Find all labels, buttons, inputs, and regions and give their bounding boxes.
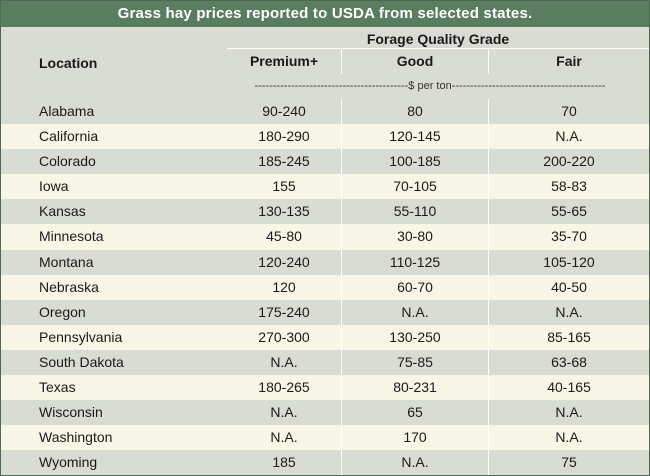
fair-cell: 63-68: [551, 353, 587, 370]
fair-cell: 105-120: [543, 253, 595, 270]
location-cell: California: [39, 128, 99, 145]
table-row: Nebraska 120 60-70 40-50: [1, 274, 649, 300]
premium-cell: 90-240: [262, 103, 306, 119]
table-row: Oregon 175-240 N.A. N.A.: [1, 299, 649, 325]
location-cell: Wyoming: [39, 454, 98, 471]
forage-quality-grade-header: Forage Quality Grade: [366, 31, 510, 47]
fair-cell: N.A.: [555, 404, 583, 421]
location-cell: Kansas: [39, 203, 86, 220]
premium-cell: N.A.: [270, 353, 298, 370]
fair-cell: 200-220: [543, 153, 595, 170]
fair-cell: N.A.: [555, 128, 583, 145]
fair-cell: N.A.: [555, 303, 583, 320]
good-column-header: Good: [396, 53, 434, 69]
premium-cell: 175-240: [258, 303, 310, 320]
table-body: Alabama 90-240 80 70 California 180-290 120-14…: [1, 99, 649, 475]
column-divider: [341, 99, 342, 475]
fair-cell: 85-165: [547, 328, 591, 345]
good-cell: 60-70: [397, 278, 433, 295]
good-cell: 80: [407, 103, 423, 119]
table-row: Colorado 185-245 100-185 200-220: [1, 149, 649, 175]
premium-cell: 120: [272, 278, 296, 295]
fair-cell: 70: [561, 103, 577, 119]
good-cell: 130-250: [389, 328, 441, 345]
table-header: [1, 27, 649, 100]
table-row: Wyoming 185 N.A. 75: [1, 450, 649, 475]
location-cell: Montana: [39, 253, 94, 270]
good-cell: N.A.: [401, 454, 429, 471]
fair-cell: 55-65: [551, 203, 587, 220]
location-cell: Nebraska: [39, 278, 99, 295]
good-cell: 65: [407, 404, 423, 421]
premium-cell: 270-300: [258, 328, 310, 345]
column-divider: [341, 48, 342, 74]
table-row: Minnesota 45-80 30-80 35-70: [1, 224, 649, 250]
table-row: Texas 180-265 80-231 40-165: [1, 375, 649, 401]
good-cell: 70-105: [393, 178, 437, 195]
table-row: Kansas 130-135 55-110 55-65: [1, 199, 649, 225]
premium-cell: N.A.: [270, 429, 298, 446]
location-cell: Pennsylvania: [39, 328, 123, 345]
premium-cell: 180-265: [258, 379, 310, 396]
premium-cell: N.A.: [270, 404, 298, 421]
table-row: California 180-290 120-145 N.A.: [1, 124, 649, 150]
fair-cell: 58-83: [551, 178, 587, 195]
location-cell: Alabama: [39, 103, 95, 119]
table-row: Wisconsin N.A. 65 N.A.: [1, 400, 649, 426]
location-cell: Iowa: [39, 178, 69, 195]
good-cell: 120-145: [389, 128, 441, 145]
fair-cell: N.A.: [555, 429, 583, 446]
column-divider: [488, 99, 489, 475]
location-cell: Minnesota: [39, 228, 104, 245]
unit-row: ----------------------------------------…: [1, 74, 649, 98]
fair-cell: 40-165: [547, 379, 591, 396]
premium-cell: 155: [272, 178, 296, 195]
premium-cell: 120-240: [258, 253, 310, 270]
column-divider: [488, 48, 489, 74]
good-cell: 55-110: [393, 203, 437, 220]
premium-cell: 180-290: [258, 128, 310, 145]
fair-cell: 75: [561, 454, 577, 471]
location-column-header: Location: [39, 55, 98, 71]
location-cell: Washington: [39, 429, 113, 446]
premium-cell: 45-80: [266, 228, 302, 245]
good-cell: 100-185: [389, 153, 441, 170]
table-row: Montana 120-240 110-125 105-120: [1, 249, 649, 275]
premium-column-header: Premium+: [249, 53, 319, 69]
good-cell: 80-231: [393, 379, 437, 396]
location-cell: Colorado: [39, 153, 96, 170]
location-cell: Wisconsin: [39, 404, 103, 421]
table-row: Pennsylvania 270-300 130-250 85-165: [1, 324, 649, 350]
fair-column-header: Fair: [556, 53, 582, 69]
location-cell: Oregon: [39, 303, 86, 320]
unit-label: ----------------------------------------…: [254, 80, 606, 92]
good-cell: 110-125: [389, 253, 441, 270]
fair-cell: 40-50: [551, 278, 587, 295]
good-cell: N.A.: [401, 303, 429, 320]
table-row: South Dakota N.A. 75-85 63-68: [1, 349, 649, 376]
location-cell: Texas: [39, 379, 76, 396]
good-cell: 75-85: [397, 353, 433, 370]
location-cell: South Dakota: [39, 353, 124, 370]
fair-cell: 35-70: [551, 228, 587, 245]
table-row: Iowa 155 70-105 58-83: [1, 174, 649, 200]
header-divider: [227, 48, 649, 49]
table-row: Washington N.A. 170 N.A.: [1, 425, 649, 451]
premium-cell: 185: [272, 454, 296, 471]
table-row: Alabama 90-240 80 70: [1, 99, 649, 125]
good-cell: 30-80: [397, 228, 433, 245]
good-cell: 170: [403, 429, 427, 446]
premium-cell: 185-245: [258, 153, 310, 170]
premium-cell: 130-135: [258, 203, 310, 220]
table-title: Grass hay prices reported to USDA from s…: [1, 1, 649, 27]
